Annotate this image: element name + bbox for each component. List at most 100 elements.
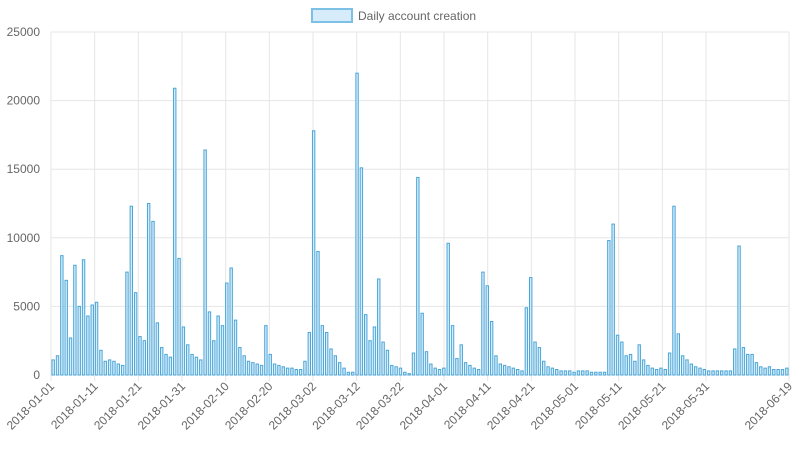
bar[interactable] xyxy=(99,349,103,376)
bar[interactable] xyxy=(112,360,116,376)
bar[interactable] xyxy=(689,363,694,376)
bar[interactable] xyxy=(437,369,442,376)
bar[interactable] xyxy=(377,278,381,376)
bar[interactable] xyxy=(385,349,390,376)
bar[interactable] xyxy=(446,242,450,376)
bar[interactable] xyxy=(550,367,555,376)
bar[interactable] xyxy=(463,362,468,376)
bar[interactable] xyxy=(663,369,667,376)
bar[interactable] xyxy=(698,367,702,376)
bar[interactable] xyxy=(86,315,90,376)
bar[interactable] xyxy=(181,326,186,376)
bar[interactable] xyxy=(611,223,615,376)
bar[interactable] xyxy=(333,355,338,376)
bar[interactable] xyxy=(116,363,120,376)
bar[interactable] xyxy=(702,369,707,376)
bar[interactable] xyxy=(429,363,433,376)
bar[interactable] xyxy=(494,355,498,376)
bar[interactable] xyxy=(207,311,212,376)
bar[interactable] xyxy=(772,369,776,376)
bar[interactable] xyxy=(746,353,750,376)
bar[interactable] xyxy=(563,370,568,376)
bar[interactable] xyxy=(212,340,216,376)
bar[interactable] xyxy=(607,240,611,376)
bar[interactable] xyxy=(459,344,463,376)
bar[interactable] xyxy=(303,360,307,376)
bar[interactable] xyxy=(659,367,663,376)
bar[interactable] xyxy=(372,326,377,376)
bar[interactable] xyxy=(294,369,298,376)
bar[interactable] xyxy=(654,369,659,376)
bar[interactable] xyxy=(138,336,142,376)
bar[interactable] xyxy=(307,331,311,376)
bar[interactable] xyxy=(255,363,259,376)
bar[interactable] xyxy=(624,355,628,376)
bar[interactable] xyxy=(264,325,268,376)
bar[interactable] xyxy=(364,314,368,376)
bar[interactable] xyxy=(489,320,494,376)
bar[interactable] xyxy=(129,205,134,376)
bar[interactable] xyxy=(620,341,624,376)
bar[interactable] xyxy=(368,340,372,376)
bar[interactable] xyxy=(298,369,303,376)
bar[interactable] xyxy=(164,353,168,376)
bar[interactable] xyxy=(277,364,281,376)
bar[interactable] xyxy=(55,355,60,376)
bar[interactable] xyxy=(481,271,485,376)
bar[interactable] xyxy=(60,255,64,376)
bar[interactable] xyxy=(667,352,672,376)
bar[interactable] xyxy=(728,370,733,376)
bar[interactable] xyxy=(515,369,520,376)
bar[interactable] xyxy=(281,366,285,376)
bar[interactable] xyxy=(720,370,724,376)
bar[interactable] xyxy=(251,362,255,376)
bar[interactable] xyxy=(759,366,763,376)
bar[interactable] xyxy=(680,355,685,376)
bar[interactable] xyxy=(394,366,398,376)
bar[interactable] xyxy=(51,359,55,376)
bar[interactable] xyxy=(381,341,385,376)
bar[interactable] xyxy=(442,367,446,376)
bar[interactable] xyxy=(455,358,459,376)
bar[interactable] xyxy=(233,319,238,376)
legend[interactable]: Daily account creation xyxy=(311,8,476,23)
bar[interactable] xyxy=(568,370,572,376)
bar[interactable] xyxy=(485,285,489,376)
bar[interactable] xyxy=(572,371,576,376)
bar[interactable] xyxy=(767,366,772,376)
bar[interactable] xyxy=(403,371,407,376)
bar[interactable] xyxy=(311,130,316,376)
bar[interactable] xyxy=(272,363,277,376)
bar[interactable] xyxy=(359,167,364,376)
bar[interactable] xyxy=(316,251,320,376)
bar[interactable] xyxy=(520,370,524,376)
bar[interactable] xyxy=(628,353,633,376)
bar[interactable] xyxy=(107,359,112,376)
bar[interactable] xyxy=(533,341,537,376)
bar[interactable] xyxy=(190,353,194,376)
bar[interactable] xyxy=(177,257,181,376)
bar[interactable] xyxy=(581,370,585,376)
bar[interactable] xyxy=(602,371,607,376)
bar[interactable] xyxy=(290,367,294,376)
bar[interactable] xyxy=(646,364,650,376)
bar[interactable] xyxy=(424,351,429,376)
bar[interactable] xyxy=(151,220,155,376)
bar[interactable] xyxy=(320,325,325,376)
bar[interactable] xyxy=(641,359,646,376)
bar[interactable] xyxy=(633,360,637,376)
bar[interactable] xyxy=(450,325,455,376)
bar[interactable] xyxy=(555,369,559,376)
bar[interactable] xyxy=(585,370,589,376)
bar[interactable] xyxy=(542,360,546,376)
bar[interactable] xyxy=(576,370,581,376)
bar[interactable] xyxy=(216,315,220,376)
bar[interactable] xyxy=(173,87,177,376)
bar[interactable] xyxy=(73,264,77,376)
bar[interactable] xyxy=(64,279,68,376)
bar[interactable] xyxy=(329,348,333,376)
bar[interactable] xyxy=(242,355,246,376)
bar[interactable] xyxy=(468,364,472,376)
bar[interactable] xyxy=(194,356,199,376)
bar[interactable] xyxy=(524,307,529,376)
